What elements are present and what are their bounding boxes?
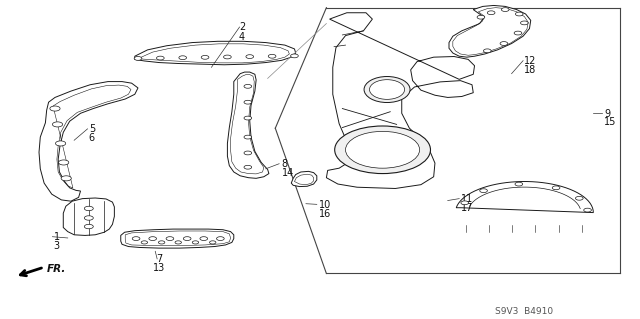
- Circle shape: [244, 151, 252, 155]
- Circle shape: [268, 54, 276, 58]
- Circle shape: [209, 241, 216, 244]
- Circle shape: [514, 31, 522, 35]
- Circle shape: [166, 237, 173, 241]
- Text: 3: 3: [54, 241, 60, 251]
- Circle shape: [183, 237, 191, 241]
- Polygon shape: [449, 5, 531, 57]
- Circle shape: [487, 11, 495, 15]
- Circle shape: [200, 237, 207, 241]
- Polygon shape: [39, 82, 138, 201]
- Circle shape: [515, 12, 523, 16]
- Text: 5: 5: [89, 124, 95, 134]
- Polygon shape: [121, 229, 234, 248]
- Circle shape: [244, 116, 252, 120]
- Circle shape: [477, 15, 484, 19]
- Circle shape: [84, 224, 93, 229]
- Circle shape: [216, 237, 224, 241]
- Circle shape: [244, 165, 252, 169]
- Circle shape: [483, 49, 491, 53]
- Text: 9: 9: [604, 108, 611, 119]
- Text: 6: 6: [89, 133, 95, 143]
- Polygon shape: [227, 72, 269, 178]
- Circle shape: [291, 54, 298, 58]
- Text: 16: 16: [319, 209, 331, 219]
- Circle shape: [132, 237, 140, 241]
- Circle shape: [179, 56, 186, 60]
- Circle shape: [84, 206, 93, 211]
- Circle shape: [134, 56, 142, 60]
- Circle shape: [192, 241, 198, 244]
- Circle shape: [335, 126, 431, 174]
- Text: FR.: FR.: [47, 264, 66, 274]
- Text: 10: 10: [319, 200, 331, 210]
- Circle shape: [480, 189, 488, 193]
- Circle shape: [149, 237, 157, 241]
- Text: S9V3  B4910: S9V3 B4910: [495, 307, 554, 316]
- Ellipse shape: [364, 77, 410, 102]
- Polygon shape: [291, 171, 317, 187]
- Circle shape: [84, 216, 93, 220]
- Circle shape: [501, 8, 509, 11]
- Circle shape: [157, 56, 164, 60]
- Circle shape: [175, 241, 181, 244]
- Text: 17: 17: [461, 203, 473, 213]
- Circle shape: [584, 208, 591, 212]
- Circle shape: [244, 85, 252, 88]
- Circle shape: [50, 106, 60, 111]
- Text: 13: 13: [153, 263, 165, 273]
- Circle shape: [244, 100, 252, 104]
- Circle shape: [246, 55, 253, 58]
- Circle shape: [201, 56, 209, 59]
- Text: 12: 12: [524, 56, 537, 66]
- Ellipse shape: [369, 80, 404, 99]
- Text: 15: 15: [604, 117, 616, 127]
- Text: 14: 14: [282, 168, 294, 178]
- Circle shape: [61, 176, 71, 181]
- Polygon shape: [63, 198, 115, 235]
- Circle shape: [52, 122, 63, 127]
- Circle shape: [520, 21, 528, 25]
- Circle shape: [461, 201, 468, 205]
- Circle shape: [159, 241, 165, 244]
- Circle shape: [58, 160, 68, 165]
- Polygon shape: [135, 41, 296, 65]
- Text: 1: 1: [54, 232, 60, 242]
- Text: 11: 11: [461, 194, 473, 204]
- Circle shape: [56, 141, 66, 146]
- Circle shape: [515, 182, 523, 186]
- Circle shape: [244, 135, 252, 139]
- Circle shape: [223, 55, 231, 59]
- Text: 8: 8: [282, 159, 288, 169]
- Text: 18: 18: [524, 65, 536, 75]
- Circle shape: [141, 241, 148, 244]
- Text: 2: 2: [239, 22, 245, 32]
- Circle shape: [552, 186, 560, 190]
- Text: 7: 7: [156, 255, 162, 264]
- Circle shape: [346, 131, 420, 168]
- Circle shape: [575, 197, 583, 200]
- Circle shape: [500, 41, 508, 45]
- Polygon shape: [326, 13, 474, 189]
- Polygon shape: [456, 182, 593, 212]
- Text: 4: 4: [239, 32, 245, 42]
